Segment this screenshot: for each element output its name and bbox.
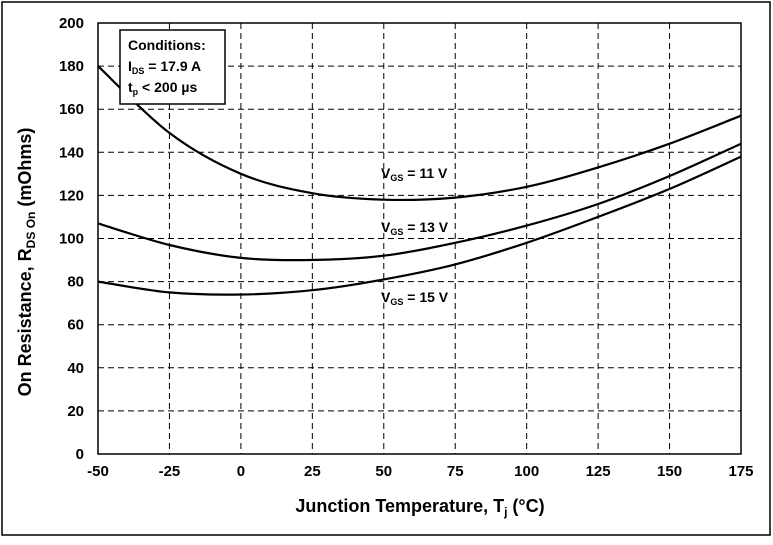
y-tick-label: 0 [76, 446, 84, 463]
grid [98, 23, 741, 454]
series-line-3 [97, 155, 742, 296]
series-label-2: VGS = 13 V [381, 219, 449, 237]
y-tick-label: 80 [67, 274, 84, 291]
y-tick-label: 140 [59, 144, 84, 161]
x-tick-label: 150 [657, 463, 682, 480]
y-tick-label: 120 [59, 187, 84, 204]
conditions-current: IDS = 17.9 A [128, 58, 201, 76]
conditions-frame [119, 29, 226, 105]
x-tick-label: 50 [375, 463, 392, 480]
conditions-pulse: tp < 200 µs [128, 79, 197, 97]
series-labels: VGS = 11 V VGS = 13 V VGS = 15 V [381, 165, 449, 307]
x-tick-label: 175 [728, 463, 753, 480]
series-label-1: VGS = 11 V [381, 165, 448, 183]
plot-frame [97, 22, 742, 455]
y-tick-label: 20 [67, 403, 84, 420]
y-tick-label: 40 [67, 360, 84, 377]
x-axis-title: Junction Temperature, Tj (°C) [295, 496, 544, 519]
y-tick-label: 180 [59, 58, 84, 75]
x-tick-label: 75 [447, 463, 464, 480]
tick-labels: -50 -25 0 25 50 75 100 125 150 175 0 20 40 60 80 100 120… [59, 15, 754, 480]
conditions-box: Conditions: IDS = 17.9 A tp < 200 µs [119, 29, 226, 105]
y-tick-label: 60 [67, 317, 84, 334]
y-tick-label: 160 [59, 101, 84, 118]
conditions-title: Conditions: [128, 37, 206, 53]
x-tick-label: 0 [237, 463, 245, 480]
series [97, 65, 742, 296]
x-tick-label: 25 [304, 463, 321, 480]
x-tick-label: -25 [159, 463, 181, 480]
x-tick-label: 125 [586, 463, 611, 480]
x-tick-label: 100 [514, 463, 539, 480]
series-line-2 [97, 142, 742, 262]
chart-border [1, 1, 771, 536]
series-line-1 [97, 65, 742, 202]
x-tick-label: -50 [87, 463, 109, 480]
series-label-3: VGS = 15 V [381, 289, 449, 307]
y-tick-label: 200 [59, 15, 84, 32]
y-tick-label: 100 [59, 231, 84, 248]
y-axis-title: On Resistance, RDS On (mOhms) [15, 128, 38, 397]
